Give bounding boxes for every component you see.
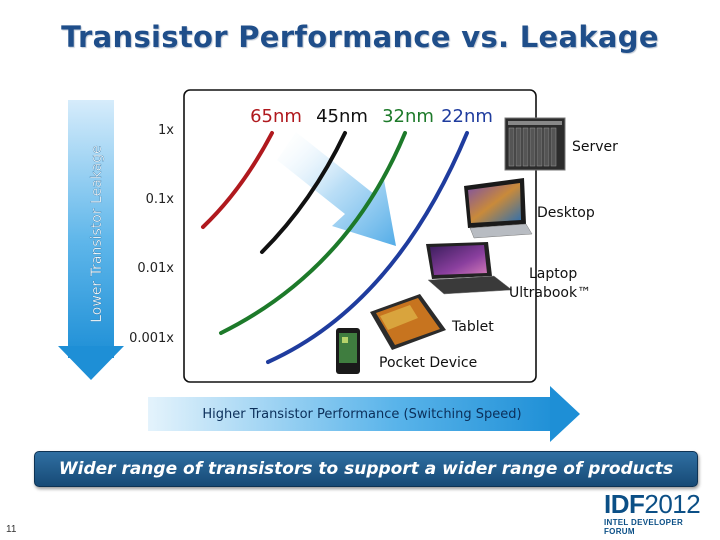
tablet-icon bbox=[370, 294, 446, 350]
y-axis-arrow bbox=[58, 100, 124, 380]
y-tick-label: 0.1x bbox=[146, 192, 175, 207]
plot-area bbox=[183, 89, 537, 383]
logo-wordmark: IDF2012 bbox=[604, 489, 701, 519]
summary-banner: Wider range of transistors to support a … bbox=[34, 451, 698, 487]
x-axis-label: Higher Transistor Performance (Switching… bbox=[202, 407, 521, 422]
page-number: 11 bbox=[6, 524, 17, 535]
y-tick-label: 0.01x bbox=[137, 261, 174, 276]
server-icon bbox=[504, 117, 566, 171]
trend-arrow bbox=[277, 132, 396, 246]
series-label: 22nm bbox=[441, 106, 493, 127]
chart: Lower Transistor Leakage Higher Transist… bbox=[58, 89, 618, 442]
series-label: 45nm bbox=[316, 106, 368, 127]
product-label: Laptop bbox=[529, 266, 577, 282]
laptop-icon bbox=[426, 242, 513, 295]
series-line-65nm bbox=[201, 131, 274, 229]
y-tick-label: 1x bbox=[158, 123, 174, 138]
y-tick-label: 0.001x bbox=[129, 331, 174, 346]
series-line-22nm bbox=[266, 131, 469, 364]
logo-subtitle: INTEL DEVELOPER FORUM bbox=[604, 518, 684, 536]
product-label: Desktop bbox=[537, 205, 595, 221]
desktop-icon bbox=[464, 178, 533, 239]
y-axis-label: Lower Transistor Leakage bbox=[89, 145, 105, 323]
series-line-32nm bbox=[219, 131, 407, 335]
idf-logo: IDF2012 INTEL DEVELOPER FORUM bbox=[604, 489, 701, 536]
slide-title: Transistor Performance vs. Leakage bbox=[61, 20, 659, 54]
phone-icon bbox=[336, 328, 360, 374]
series-label: 32nm bbox=[382, 106, 434, 127]
series-line-45nm bbox=[260, 131, 347, 254]
product-label: Pocket Device bbox=[379, 355, 477, 371]
product-label: Tablet bbox=[451, 319, 494, 335]
summary-banner-text: Wider range of transistors to support a … bbox=[58, 459, 674, 479]
x-axis-arrow bbox=[148, 386, 580, 442]
product-label: Server bbox=[572, 139, 618, 155]
series-label: 65nm bbox=[250, 106, 302, 127]
product-label: Ultrabook™ bbox=[509, 285, 591, 301]
